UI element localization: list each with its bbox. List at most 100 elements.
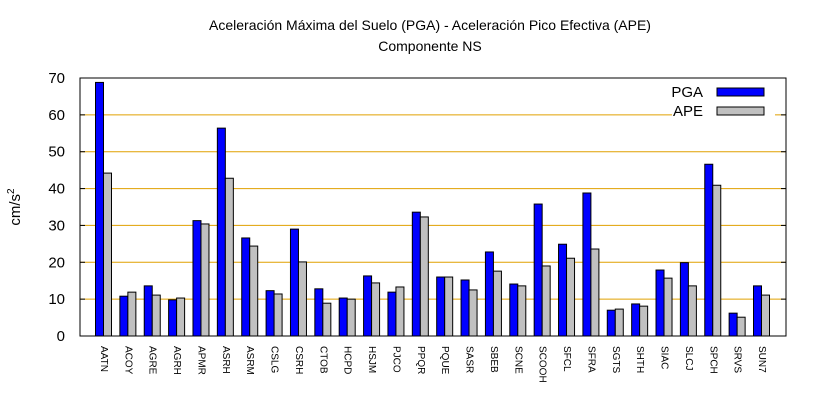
y-tick-label: 20 (48, 254, 65, 271)
x-tick-label: SGTS (610, 346, 621, 374)
bar-ape-sfcl (566, 257, 576, 337)
bar-ape-aatn (103, 172, 112, 337)
bar-pga-cslg (265, 290, 275, 337)
bar-ape-sgts (614, 308, 624, 337)
bar-ape-slcj (687, 285, 697, 337)
bar-pga-shth (631, 303, 641, 337)
x-tick-label: SCOOH (537, 346, 548, 383)
chart-title: Aceleración Máxima del Suelo (PGA) - Ace… (209, 17, 651, 33)
bar-pga-agre (143, 285, 153, 337)
x-tick-label: SPCH (707, 346, 718, 374)
chart-subtitle: Componente NS (378, 38, 482, 54)
legend-swatch-pga (716, 87, 765, 97)
bar-ape-sbeb (492, 270, 502, 337)
bar-ape-sfra (590, 248, 600, 337)
y-tick-label: 50 (48, 144, 65, 161)
bar-ape-acoy (127, 291, 137, 337)
bar-ape-asrh (224, 177, 234, 337)
bar-ape-scne (517, 285, 527, 337)
x-tick-label: SRVS (732, 346, 743, 373)
bar-ape-ctob (322, 302, 332, 337)
bar-pga-pque (436, 276, 446, 337)
bar-pga-acoy (119, 295, 129, 337)
bar-pga-slcj (679, 262, 689, 337)
bar-pga-sasr (460, 279, 470, 337)
bar-pga-asrh (216, 127, 226, 337)
x-tick-label: PPQR (415, 346, 426, 374)
bar-ape-sun7 (761, 294, 770, 337)
x-tick-label: SIAC (659, 346, 670, 369)
bar-pga-csrh (289, 228, 299, 337)
x-tick-label: ASRH (220, 346, 231, 374)
bar-pga-sgts (606, 309, 616, 337)
legend-label-ape: APE (673, 103, 703, 120)
x-tick-label: HSJM (366, 346, 377, 373)
bar-ape-cslg (273, 293, 283, 337)
x-tick-label: SHTH (634, 346, 645, 373)
bar-pga-sbeb (484, 251, 494, 337)
bar-ape-agrh (176, 297, 186, 337)
bar-ape-siac (663, 277, 673, 337)
bar-ape-hcpd (346, 298, 356, 337)
bar-pga-srvs (728, 312, 738, 337)
y-axis-label-sup: 2 (6, 188, 17, 194)
x-tick-label: PJCO (390, 346, 401, 373)
bar-pga-spch (704, 163, 714, 337)
y-axis-label-base: cm/s (7, 194, 24, 226)
bar-pga-siac (655, 269, 665, 337)
bar-ape-sasr (468, 289, 478, 337)
bar-pga-scooh (533, 203, 543, 337)
x-tick-label: CSRH (293, 346, 304, 374)
bar-pga-ppqr (411, 211, 421, 337)
plot-frame (79, 77, 787, 337)
bar-ape-scooh (541, 265, 551, 337)
x-tick-label: SBEB (488, 346, 499, 373)
y-tick-label: 30 (48, 217, 65, 234)
x-tick-label: SUN7 (756, 346, 767, 373)
x-tick-label: AGRH (171, 346, 182, 375)
bar-pga-apmr (192, 220, 202, 337)
bar-ape-ppqr (419, 216, 429, 337)
bar-pga-sun7 (753, 285, 762, 337)
x-tick-label: CSLG (269, 346, 280, 373)
y-tick-label: 60 (48, 107, 65, 124)
x-tick-label: SLCJ (683, 346, 694, 370)
bar-ape-hsjm (371, 282, 381, 337)
bar-pga-sfcl (558, 243, 568, 337)
y-axis-label: cm/s2 (6, 188, 24, 226)
x-tick-label: SFRA (585, 346, 596, 373)
bar-ape-shth (639, 305, 649, 337)
bar-ape-agre (151, 294, 161, 337)
bar-pga-pjco (387, 291, 397, 337)
y-tick-label: 40 (48, 181, 65, 198)
y-tick-label: 70 (48, 70, 65, 87)
bar-ape-asrm (249, 245, 259, 337)
y-tick-label: 0 (57, 328, 65, 345)
bar-ape-pjco (395, 286, 405, 337)
x-tick-label: SASR (464, 346, 475, 373)
bar-pga-ctob (314, 288, 324, 337)
x-tick-label: APMR (195, 346, 206, 375)
x-tick-label: AGRE (147, 346, 158, 375)
x-tick-label: ACOY (122, 346, 133, 375)
bar-ape-srvs (736, 316, 746, 337)
bar-pga-sfra (582, 192, 592, 337)
legend-label-pga: PGA (671, 84, 703, 101)
x-tick-label: SCNE (512, 346, 523, 374)
bar-pga-hsjm (363, 275, 373, 337)
bar-ape-spch (712, 184, 722, 337)
bar-pga-asrm (241, 237, 251, 337)
x-tick-label: AATN (98, 346, 109, 372)
x-tick-label: SFCL (561, 346, 572, 372)
y-tick-label: 10 (48, 291, 65, 308)
legend-swatch-ape (716, 106, 765, 116)
bar-pga-aatn (95, 81, 104, 337)
bar-pga-scne (509, 283, 519, 337)
bar-ape-apmr (200, 223, 210, 337)
bar-pga-hcpd (338, 297, 348, 337)
legend: PGA APE (671, 84, 765, 120)
bar-ape-pque (444, 276, 454, 337)
x-tick-label: PQUE (439, 346, 450, 375)
bar-ape-csrh (297, 261, 307, 337)
